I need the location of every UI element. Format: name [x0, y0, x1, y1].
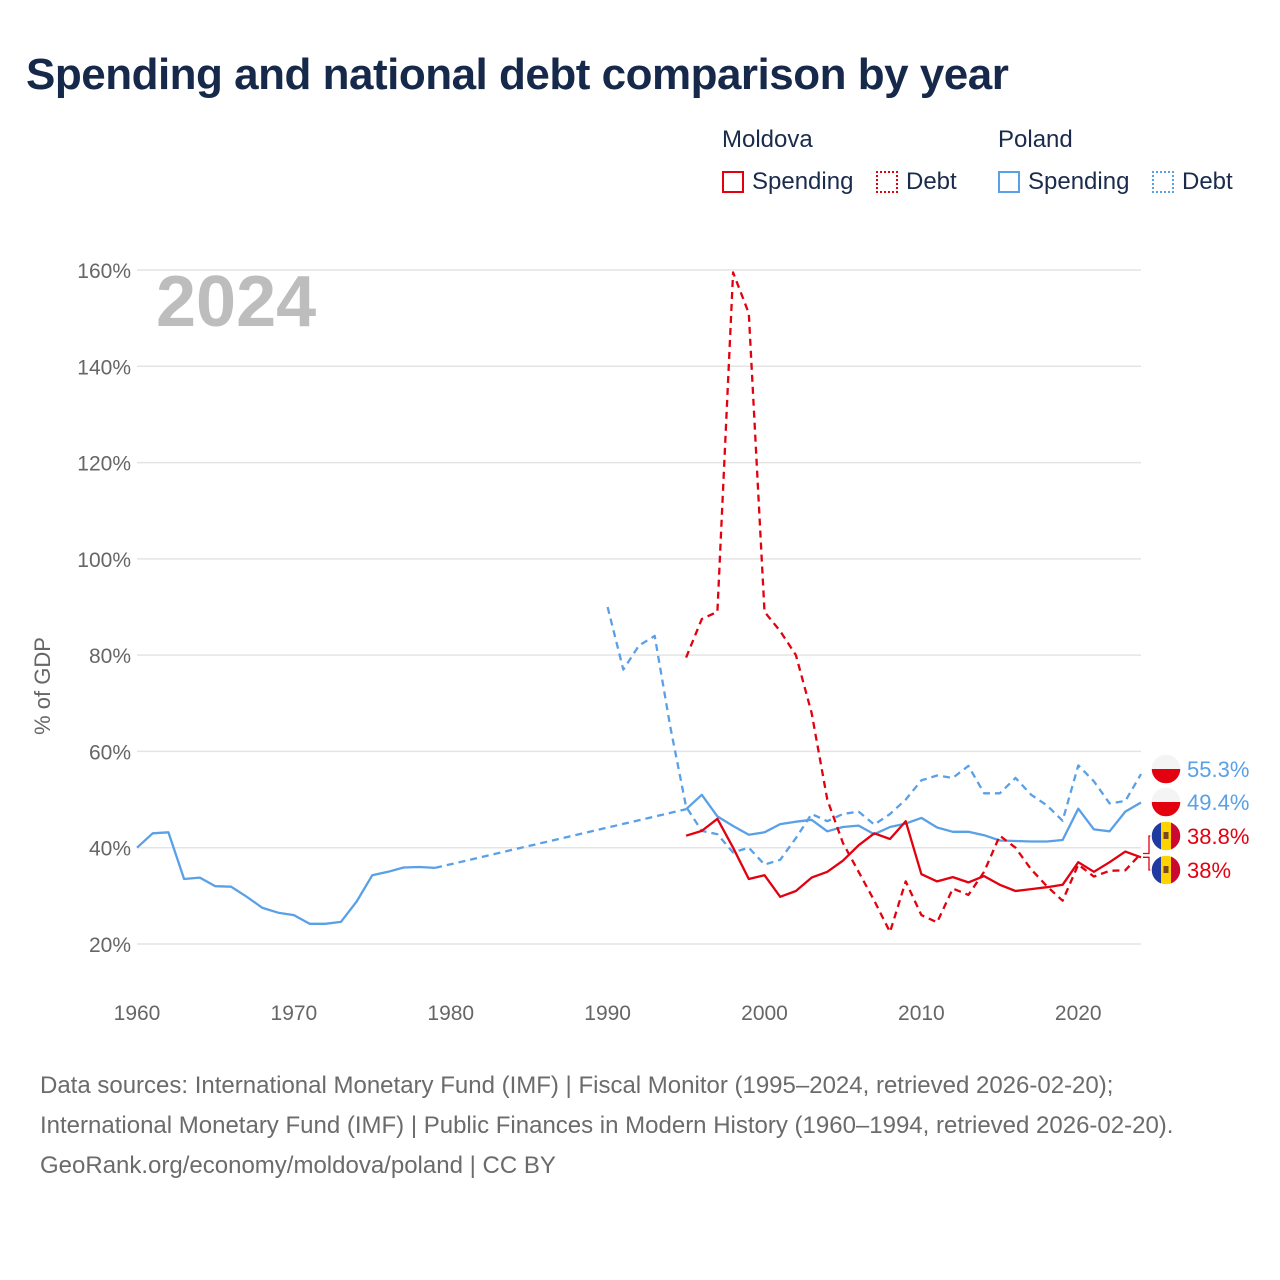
label-connector — [1143, 835, 1151, 855]
x-tick-label: 1960 — [114, 1002, 161, 1025]
y-tick-label: 100% — [77, 549, 131, 572]
sources-link[interactable]: GeoRank.org/economy/moldova/poland | CC … — [40, 1152, 556, 1179]
line-chart: 20% 40% 60% 80% 100% 120% 140% 160% 1960 1970 198… — [30, 260, 1249, 1025]
sources: Data sources: International Monetary Fun… — [40, 1066, 1240, 1186]
sources-text: Data sources: International Monetary Fun… — [40, 1072, 1174, 1139]
legend-label: Debt — [1182, 168, 1233, 195]
moldova-flag-icon — [1150, 854, 1182, 886]
y-tick-label: 40% — [89, 838, 131, 861]
end-label-poland: 49.4% — [1187, 790, 1249, 815]
x-tick-label: 2010 — [898, 1002, 945, 1025]
moldova-flag-icon — [1150, 820, 1182, 852]
legend-item-moldova-spending[interactable]: Spending — [722, 168, 853, 196]
legend-item-poland-debt[interactable]: Debt — [1152, 168, 1233, 196]
series-line-poland-debt[interactable] — [606, 606, 1142, 866]
chart-title: Spending and national debt comparison by… — [26, 50, 1009, 99]
x-axis-ticks: 1960 1970 1980 1990 2000 2010 2020 — [114, 1002, 1102, 1025]
end-label-poland: 55.3% — [1187, 757, 1249, 782]
y-axis-label: % of GDP — [30, 637, 55, 735]
poland-flag-icon — [1150, 753, 1182, 785]
y-tick-label: 80% — [89, 645, 131, 668]
legend-item-moldova-debt[interactable]: Debt — [876, 168, 957, 196]
x-tick-label: 1970 — [271, 1002, 318, 1025]
series-line-poland-spending-interpolated[interactable] — [434, 808, 687, 870]
end-label-moldova: 38.8% — [1187, 824, 1249, 849]
solid-line-swatch-icon — [998, 171, 1020, 193]
y-tick-label: 160% — [77, 260, 131, 283]
legend-country-poland: Poland — [998, 126, 1073, 153]
poland-flag-icon — [1150, 786, 1182, 818]
year-indicator: 2024 — [156, 262, 316, 342]
dotted-line-swatch-icon — [1152, 171, 1174, 193]
series-line-moldova-spending[interactable] — [685, 817, 1142, 898]
dotted-line-swatch-icon — [876, 171, 898, 193]
y-tick-label: 60% — [89, 741, 131, 764]
y-axis-ticks: 20% 40% 60% 80% 100% 120% 140% 160% — [77, 260, 131, 957]
series-line-poland-spending[interactable] — [685, 793, 1142, 843]
x-tick-label: 2000 — [741, 1002, 788, 1025]
legend-label: Spending — [752, 168, 854, 195]
legend-item-poland-spending[interactable]: Spending — [998, 168, 1129, 196]
legend-label: Debt — [906, 168, 957, 195]
gridlines — [137, 269, 1141, 945]
y-tick-label: 140% — [77, 356, 131, 379]
series-line-poland-spending[interactable] — [136, 831, 436, 925]
solid-line-swatch-icon — [722, 171, 744, 193]
label-connector — [1143, 856, 1151, 871]
y-tick-label: 20% — [89, 934, 131, 957]
x-tick-label: 1990 — [584, 1002, 631, 1025]
legend-country-moldova: Moldova — [722, 126, 813, 153]
end-label-moldova: 38% — [1187, 858, 1231, 883]
legend-label: Spending — [1028, 168, 1130, 195]
x-tick-label: 1980 — [427, 1002, 474, 1025]
x-tick-label: 2020 — [1055, 1002, 1102, 1025]
y-tick-label: 120% — [77, 453, 131, 476]
series-lines — [136, 271, 1142, 934]
end-labels: 55.3% 49.4% 38.8% 38% — [1143, 753, 1249, 886]
